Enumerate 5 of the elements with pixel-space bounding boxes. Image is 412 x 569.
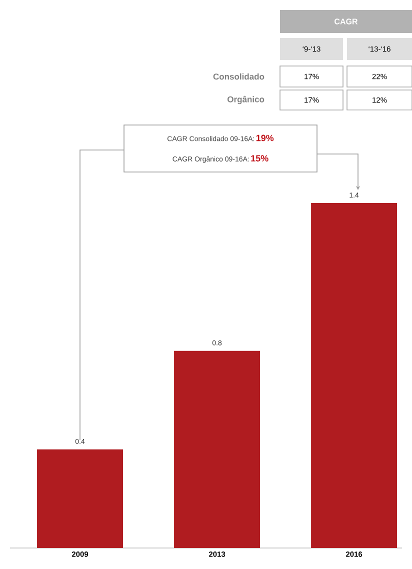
text: 15% [251,155,268,162]
text: Orgânico [228,96,264,104]
text: 19% [256,134,274,142]
text: Consolidado [213,73,264,80]
text: CAGR [334,18,358,24]
